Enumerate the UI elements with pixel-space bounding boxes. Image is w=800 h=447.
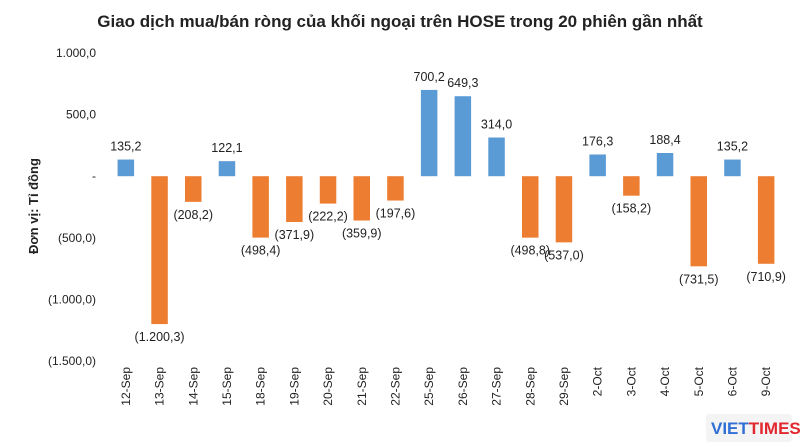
x-tick-label: 13-Sep	[153, 367, 167, 406]
x-axis-ticks: 12-Sep 13-Sep 14-Sep 15-Sep 18-Sep 19-Sep 20-S…	[119, 366, 773, 405]
x-tick-label: 28-Sep	[523, 367, 537, 406]
data-label: (197,6)	[376, 207, 416, 221]
chart-title: Giao dịch mua/bán ròng của khối ngoại tr…	[97, 12, 703, 31]
x-tick-label: 21-Sep	[355, 367, 369, 406]
data-label: (359,9)	[342, 227, 382, 241]
data-label: 135,2	[717, 140, 748, 154]
bars	[117, 89, 775, 325]
data-label: 135,2	[110, 140, 141, 154]
x-tick-label: 14-Sep	[186, 367, 200, 406]
bar-20-Sep	[319, 176, 337, 204]
y-axis-label: Đơn vị: Tỉ đồng	[26, 158, 41, 254]
data-label: 188,4	[649, 133, 680, 147]
y-tick-label: (1.000,0)	[48, 292, 96, 306]
data-label: (208,2)	[173, 208, 213, 222]
x-tick-label: 22-Sep	[388, 367, 402, 406]
bar-26-Sep	[454, 96, 472, 177]
x-tick-label: 15-Sep	[220, 367, 234, 406]
bar-22-Sep	[387, 176, 404, 201]
viettimes-logo: VIETTIMES	[706, 414, 800, 442]
data-label: 176,3	[582, 134, 613, 148]
data-label: 314,0	[481, 118, 512, 132]
x-tick-label: 5-Oct	[692, 366, 706, 396]
x-tick-label: 12-Sep	[119, 367, 133, 406]
bar-5-Oct	[690, 176, 707, 267]
bar-27-Sep	[488, 137, 505, 177]
data-label: (498,8)	[510, 244, 550, 258]
bar-15-Sep	[218, 161, 236, 177]
data-label: 122,1	[211, 141, 242, 155]
data-label: (222,2)	[308, 210, 348, 224]
x-tick-label: 4-Oct	[658, 366, 672, 396]
y-tick-label: 500,0	[66, 108, 96, 122]
bar-3-Oct	[623, 176, 640, 196]
x-tick-label: 18-Sep	[254, 367, 268, 406]
bar-13-Sep	[151, 176, 168, 325]
bar-12-Sep	[117, 159, 135, 177]
bar-18-Sep	[252, 176, 269, 238]
data-label: (498,4)	[241, 244, 281, 258]
bar-29-Sep	[555, 176, 573, 243]
data-label: (371,9)	[275, 228, 315, 242]
bar-28-Sep	[522, 176, 539, 238]
data-label: (158,2)	[612, 202, 652, 216]
data-labels: 135,2 (1.200,3) (208,2) 122,1 (498,4) (371,9)…	[110, 70, 786, 344]
x-tick-label: 20-Sep	[321, 367, 335, 406]
x-tick-label: 29-Sep	[557, 367, 571, 406]
x-tick-label: 19-Sep	[287, 367, 301, 406]
data-label: (710,9)	[746, 270, 786, 284]
data-label: (731,5)	[679, 272, 719, 286]
data-label: 700,2	[414, 70, 445, 84]
data-label: (537,0)	[544, 248, 584, 262]
bar-21-Sep	[353, 176, 370, 221]
x-tick-label: 26-Sep	[456, 367, 470, 406]
x-tick-label: 3-Oct	[624, 366, 638, 396]
y-tick-label: (1.500,0)	[48, 354, 96, 368]
data-label: (1.200,3)	[135, 330, 185, 344]
bar-14-Sep	[185, 176, 202, 202]
y-tick-label: 1.000,0	[56, 46, 96, 60]
y-tick-label: (500,0)	[58, 231, 96, 245]
x-tick-label: 25-Sep	[422, 367, 436, 406]
y-tick-label: -	[92, 169, 96, 183]
bar-19-Sep	[286, 176, 303, 223]
x-tick-label: 27-Sep	[490, 367, 504, 406]
logo-text: VIETTIMES	[711, 419, 800, 438]
x-tick-label: 6-Oct	[725, 366, 739, 396]
logo-background	[706, 414, 792, 442]
x-tick-label: 2-Oct	[591, 366, 605, 396]
bar-25-Sep	[420, 89, 438, 177]
y-axis-ticks: 1.000,0 500,0 - (500,0) (1.000,0) (1.500,0)	[48, 46, 96, 368]
bar-4-Oct	[656, 152, 674, 177]
bar-9-Oct	[757, 176, 775, 264]
bar-6-Oct	[724, 159, 741, 177]
x-tick-label: 9-Oct	[759, 366, 773, 396]
data-label: 649,3	[447, 76, 478, 90]
bar-2-Oct	[589, 154, 606, 177]
